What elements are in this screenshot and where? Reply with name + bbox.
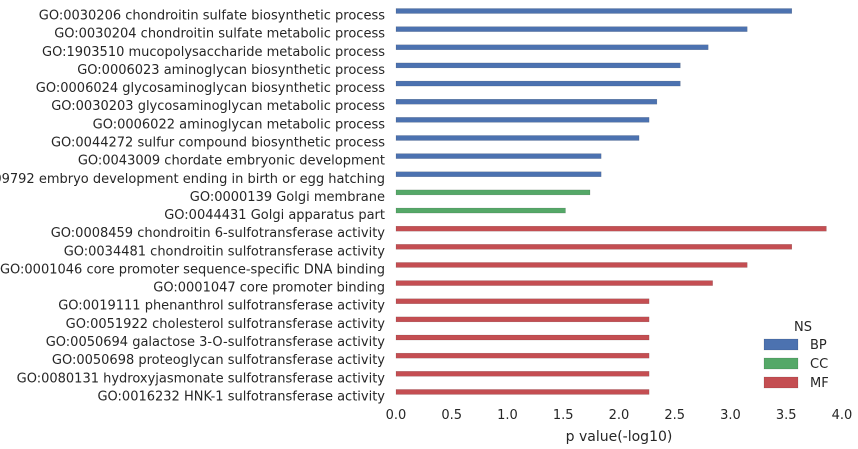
category-label: GO:0050698 proteoglycan sulfotransferase… bbox=[52, 353, 385, 368]
category-label: GO:0000139 Golgi membrane bbox=[190, 190, 385, 205]
bar-bp bbox=[395, 8, 793, 14]
category-label: GO:0050694 galactose 3-O-sulfotransferas… bbox=[46, 335, 386, 350]
category-label: GO:0044431 Golgi apparatus part bbox=[164, 208, 385, 223]
category-label: GO:0030206 chondroitin sulfate biosynthe… bbox=[39, 9, 385, 24]
bar-mf bbox=[395, 371, 650, 377]
bar-bp bbox=[395, 44, 709, 50]
bar-bp bbox=[395, 80, 681, 87]
category-label: GO:0001047 core promoter binding bbox=[153, 281, 385, 296]
legend-swatch-mf bbox=[763, 376, 799, 389]
category-label: GO:0080131 hydroxyjasmonate sulfotransfe… bbox=[17, 371, 386, 386]
legend-swatch-cc bbox=[763, 357, 799, 370]
category-label: GO:0030203 glycosaminoglycan metabolic p… bbox=[51, 99, 385, 114]
bar-bp bbox=[395, 26, 748, 32]
bar-mf bbox=[395, 316, 650, 323]
bar-bp bbox=[395, 98, 658, 105]
bar-mf bbox=[395, 262, 748, 268]
x-tick-label: 4.0 bbox=[832, 408, 853, 423]
bar-mf bbox=[395, 280, 713, 286]
category-labels: GO:0030206 chondroitin sulfate biosynthe… bbox=[0, 9, 385, 405]
bar-bp bbox=[395, 153, 602, 159]
x-tick-label: 1.0 bbox=[497, 408, 518, 423]
bar-mf bbox=[395, 244, 793, 250]
category-label: GO:0016232 HNK-1 sulfotransferase activi… bbox=[97, 389, 385, 404]
legend-swatch-bp bbox=[763, 338, 799, 351]
category-label: GO:0043009 chordate embryonic developmen… bbox=[78, 154, 385, 169]
bar-mf bbox=[395, 225, 827, 232]
category-label: GO:0034481 chondroitin sulfotransferase … bbox=[64, 244, 386, 259]
category-label: GO:0030204 chondroitin sulfate metabolic… bbox=[54, 27, 385, 42]
legend-label-bp: BP bbox=[810, 338, 827, 353]
bar-bp bbox=[395, 171, 602, 177]
bar-mf bbox=[395, 334, 650, 341]
category-label: GO:0009792 embryo development ending in … bbox=[0, 172, 385, 187]
category-label: GO:0006023 aminoglycan biosynthetic proc… bbox=[77, 63, 385, 78]
category-label: GO:1903510 mucopolysaccharide metabolic … bbox=[42, 45, 385, 60]
legend-title: NS bbox=[794, 320, 812, 335]
legend-label-cc: CC bbox=[810, 357, 828, 372]
x-tick-label: 0.5 bbox=[441, 408, 462, 423]
bar-cc bbox=[395, 207, 566, 214]
category-label: GO:0008459 chondroitin 6-sulfotransferas… bbox=[51, 226, 386, 241]
bar-bp bbox=[395, 117, 650, 123]
category-label: GO:0006022 aminoglycan metabolic process bbox=[93, 117, 386, 132]
bar-bp bbox=[395, 62, 681, 69]
legend-label-mf: MF bbox=[810, 376, 829, 391]
bar-cc bbox=[395, 189, 591, 196]
bar-mf bbox=[395, 352, 650, 359]
x-tick-label: 2.5 bbox=[664, 408, 685, 423]
category-label: GO:0019111 phenanthrol sulfotransferase … bbox=[58, 299, 385, 314]
x-axis-title: p value(-log10) bbox=[566, 429, 673, 445]
x-tick-label: 2.0 bbox=[609, 408, 630, 423]
bar-mf bbox=[395, 298, 650, 304]
x-tick-label: 3.5 bbox=[776, 408, 797, 423]
x-tick-label: 3.0 bbox=[720, 408, 741, 423]
x-tick-label: 0.0 bbox=[386, 408, 407, 423]
category-label: GO:0044272 sulfur compound biosynthetic … bbox=[51, 135, 385, 150]
x-tick-label: 1.5 bbox=[553, 408, 574, 423]
bar-bp bbox=[395, 135, 640, 141]
bar-mf bbox=[395, 389, 650, 395]
legend: NS BP CC MF bbox=[763, 320, 829, 391]
x-axis-ticks: 0.0 0.5 1.0 1.5 2.0 2.5 3.0 3.5 4.0 bbox=[386, 408, 853, 423]
bars bbox=[395, 8, 827, 395]
category-label: GO:0006024 glycosaminoglycan biosyntheti… bbox=[36, 81, 385, 96]
category-label: GO:0001046 core promoter sequence-specif… bbox=[0, 262, 385, 277]
category-label: GO:0051922 cholesterol sulfotransferase … bbox=[66, 317, 386, 332]
